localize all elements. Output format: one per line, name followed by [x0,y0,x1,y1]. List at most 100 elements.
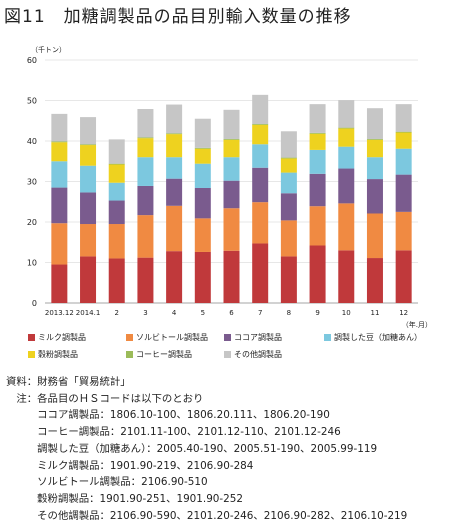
bar-segment [166,104,183,134]
bar-segment [166,157,183,179]
bar-segment [108,139,125,164]
bar-segment [223,138,240,140]
bar-segment [108,200,125,225]
bar-segment [338,168,355,204]
legend-item: ソルビトール調製品 [126,332,208,343]
x-tick-label: 4 [172,309,177,317]
legend-swatch [224,351,231,358]
bar-segment [51,141,68,143]
bar-segment [166,205,183,252]
legend-item: 穀粉調製品 [28,349,78,360]
note-line: ミルク調製品：1901.90-219、2106.90-284 [6,459,254,472]
legend-swatch [126,334,133,341]
bar-segment [338,127,355,129]
bar-segment [280,220,297,257]
bar-segment [108,164,125,183]
x-tick-label: 6 [229,309,234,317]
bar-segment [137,257,154,303]
bar-segment [338,100,355,128]
note-line: その他調製品：2106.90-590、2101.20-246、2106.90-2… [6,509,408,522]
source-notes: 資料：財務省「貿易統計」 注：各品目のＨＳコードは以下のとおり ココア調製品：1… [6,374,407,524]
bar-segment [309,104,326,133]
bar-segment [338,146,355,169]
y-tick-label: 60 [27,56,37,65]
bar-segment [194,251,211,303]
bar-segment [252,94,269,124]
x-tick-label: 5 [201,309,205,317]
x-tick-label: 12 [399,309,408,317]
bar-segment [395,132,412,149]
bar-segment [137,185,154,216]
legend-item: コーヒー調製品 [126,349,192,360]
bar-segment [108,224,125,259]
note-line: ココア調製品：1806.10-100、1806.20.111、1806.20-1… [6,409,330,422]
legend-item: ココア調製品 [224,332,282,343]
note-line: コーヒー調製品：2101.11-100、2101.12-110、2101.12-… [6,426,341,439]
bar-segment [280,193,297,221]
x-tick-label: 2014.1 [76,309,101,317]
bar-segment [309,149,326,174]
legend-label: 穀粉調製品 [38,350,78,359]
bar-segment [80,145,97,166]
bar-segment [51,223,68,265]
bar-segment [366,108,383,139]
bar-segment [395,148,412,175]
bar-segment [366,258,383,303]
bar-segment [137,215,154,258]
x-tick-label: 7 [258,309,262,317]
bar-segment [80,165,97,193]
bar-segment [252,167,269,203]
legend-item: その他調製品 [224,349,282,360]
bar-segment [223,180,240,209]
legend-swatch [126,351,133,358]
note-line: 調製した豆（加糖あん）：2005.40-190、2005.51-190、2005… [6,442,378,455]
bar-segment [366,139,383,158]
y-tick-label: 40 [27,137,37,146]
y-unit-label: （千トン） [31,45,66,54]
x-tick-label: 11 [371,309,380,317]
bar-segment [223,109,240,139]
bar-segment [309,133,326,150]
bar-segment [338,128,355,147]
bar-segment [252,243,269,303]
note-line: 注：各品目のＨＳコードは以下のとおり [6,392,204,405]
bar-segment [166,134,183,158]
bar-segment [137,157,154,186]
legend-item: ミルク調製品 [28,332,86,343]
legend-label: ソルビトール調製品 [136,333,208,342]
bar-segment [280,256,297,303]
legend-swatch [324,334,331,341]
bar-segment [223,250,240,303]
x-tick-label: 2013.12 [45,309,74,317]
bar-segment [252,202,269,244]
bar-segment [194,147,211,149]
chart-title: 図11 加糖調製品の品目別輸入数量の推移 [4,7,352,27]
bar-segment [166,251,183,303]
bar-segment [51,187,68,224]
bar-segment [223,157,240,181]
legend-label: その他調製品 [234,350,282,359]
bar-segment [194,187,211,219]
bar-segment [395,250,412,303]
bar-segment [366,157,383,180]
x-tick-label: 10 [342,309,351,317]
bar-segment [309,245,326,303]
bar-segment [80,256,97,303]
bar-segment [80,192,97,225]
y-tick-label: 30 [27,178,37,187]
bar-segment [338,203,355,251]
bar-segment [223,139,240,158]
bar-segment [194,148,211,164]
y-tick-label: 0 [32,299,37,308]
bar-segment [280,131,297,158]
bar-segment [395,104,412,132]
bar-segment [194,218,211,252]
x-tick-label: 9 [315,309,319,317]
x-unit-label: （年.月） [402,320,432,329]
bar-segment [108,163,125,165]
bar-segment [51,142,68,162]
bar-segment [338,250,355,303]
bar-segment [280,157,297,159]
legend-swatch [28,334,35,341]
bar-segment [395,174,412,212]
